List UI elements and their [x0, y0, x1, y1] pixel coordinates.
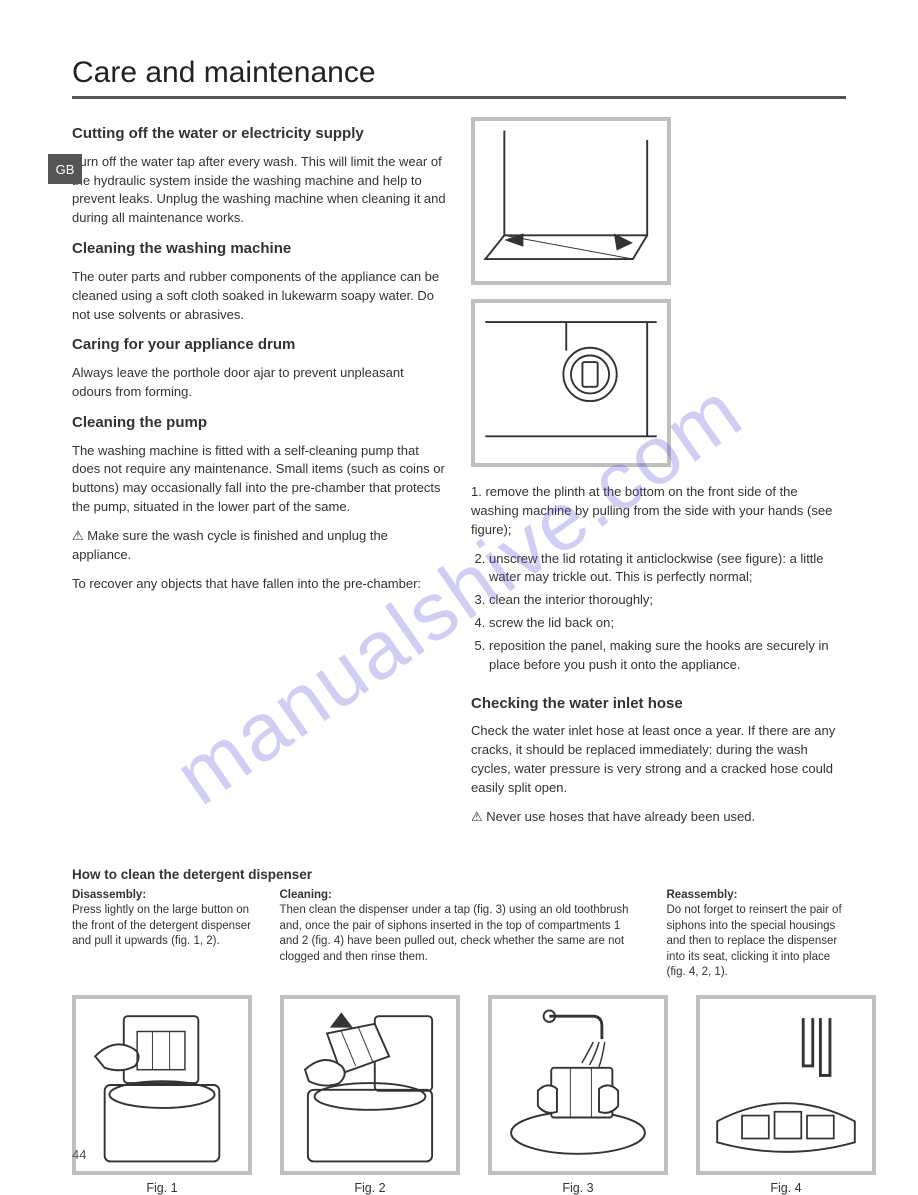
para-drum-care: Always leave the porthole door ajar to p… [72, 364, 447, 402]
right-figures [471, 117, 846, 467]
detergent-section: How to clean the detergent dispenser Dis… [72, 867, 846, 1195]
page-title: Care and maintenance [72, 56, 846, 90]
heading-detergent: How to clean the detergent dispenser [72, 867, 846, 882]
caption-disassembly: Disassembly: Press lightly on the large … [72, 888, 252, 981]
page-tab: GB [48, 154, 82, 184]
figure-4-cell: Fig. 4 [696, 995, 876, 1195]
caption-cleaning-label: Cleaning: [280, 889, 332, 901]
pump-step-3: clean the interior thoroughly; [489, 591, 846, 610]
figure-row: Fig. 1 [72, 995, 846, 1195]
figure-2 [280, 995, 460, 1175]
warn-pump: ⚠ Make sure the wash cycle is finished a… [72, 527, 447, 565]
caption-reassembly: Reassembly: Do not forget to reinsert th… [667, 888, 847, 981]
warn-hose-text: Never use hoses that have already been u… [486, 809, 755, 824]
page-footer: 44 [72, 1147, 86, 1162]
heading-water-electric: Cutting off the water or electricity sup… [72, 123, 447, 145]
left-column: Cutting off the water or electricity sup… [72, 117, 447, 837]
figure-3-cell: Fig. 3 [488, 995, 668, 1195]
figure-2-cell: Fig. 2 [280, 995, 460, 1195]
pump-step-5: reposition the panel, making sure the ho… [489, 637, 846, 675]
para-cleaning: The outer parts and rubber components of… [72, 268, 447, 325]
caption-cleaning: Cleaning: Then clean the dispenser under… [280, 888, 639, 981]
caption-disassembly-text: Press lightly on the large button on the… [72, 904, 251, 947]
pump-step-2: unscrew the lid rotating it anticlockwis… [489, 550, 846, 588]
page-tab-label: GB [56, 162, 75, 177]
para-inlet-hose: Check the water inlet hose at least once… [471, 722, 846, 797]
warn-hose: ⚠ Never use hoses that have already been… [471, 808, 846, 827]
caption-reassembly-text: Do not forget to reinsert the pair of si… [667, 904, 842, 978]
figure-pump-lid [471, 299, 671, 467]
figure-remove-plinth [471, 117, 671, 285]
right-column: 1. remove the plinth at the bottom on th… [471, 117, 846, 837]
caption-cleaning-text: Then clean the dispenser under a tap (fi… [280, 904, 629, 963]
right-text-block: 1. remove the plinth at the bottom on th… [471, 483, 846, 827]
pump-steps-list: unscrew the lid rotating it anticlockwis… [471, 550, 846, 675]
figure-1 [72, 995, 252, 1175]
heading-drum-care: Caring for your appliance drum [72, 334, 447, 356]
heading-cleaning: Cleaning the washing machine [72, 238, 447, 260]
page: manualshive.com Care and maintenance GB … [0, 0, 918, 1188]
pump-step-4: screw the lid back on; [489, 614, 846, 633]
title-rule [72, 96, 846, 99]
figure-1-cell: Fig. 1 [72, 995, 252, 1195]
caption-disassembly-label: Disassembly: [72, 889, 146, 901]
para-water-electric: Turn off the water tap after every wash.… [72, 153, 447, 228]
para-pump: The washing machine is fitted with a sel… [72, 442, 447, 517]
content-columns: Cutting off the water or electricity sup… [72, 117, 846, 837]
heading-inlet-hose: Checking the water inlet hose [471, 693, 846, 715]
caption-reassembly-label: Reassembly: [667, 889, 738, 901]
step-remove-plinth: 1. remove the plinth at the bottom on th… [471, 483, 846, 540]
para-recover: To recover any objects that have fallen … [72, 575, 447, 594]
heading-pump: Cleaning the pump [72, 412, 447, 434]
figure-4 [696, 995, 876, 1175]
figure-3 [488, 995, 668, 1175]
warn-pump-text: Make sure the wash cycle is finished and… [72, 528, 388, 562]
